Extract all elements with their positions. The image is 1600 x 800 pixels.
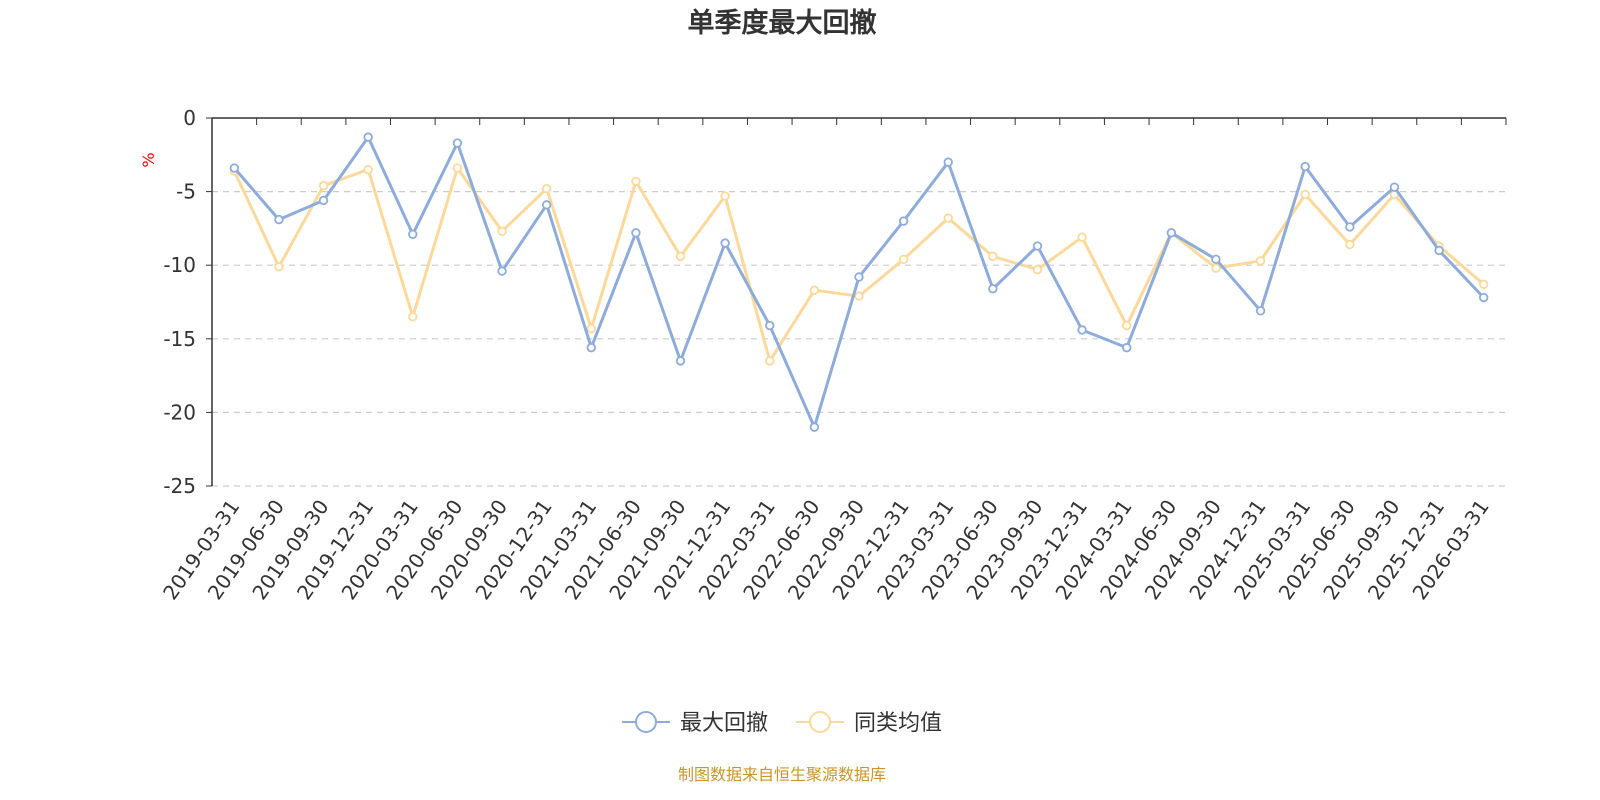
data-point (408, 229, 418, 239)
legend: 最大回撤 同类均值 (622, 711, 942, 736)
y-axis-unit: % (139, 152, 158, 167)
data-point (1255, 306, 1266, 316)
grid-lines (212, 191, 1506, 487)
y-tick-labels: 0 -5 -10 -15 -20 -25 (163, 106, 196, 498)
chart-title: 单季度最大回撤 (688, 7, 877, 39)
data-point (1345, 239, 1355, 250)
data-point (274, 261, 284, 272)
data-point (497, 226, 507, 237)
data-point (1032, 264, 1043, 275)
data-point (943, 157, 953, 167)
data-point (809, 422, 820, 432)
y-tick-label: -15 (163, 327, 196, 351)
series-lines (229, 132, 1489, 432)
data-point (720, 238, 730, 248)
data-point (1389, 182, 1400, 192)
data-point (586, 342, 596, 353)
data-point (318, 195, 329, 206)
data-point (943, 213, 953, 223)
data-point (497, 266, 507, 276)
data-point (1032, 241, 1043, 251)
data-point (765, 356, 775, 366)
data-point (854, 272, 864, 282)
data-point (1211, 254, 1221, 265)
data-point (1300, 161, 1310, 172)
data-point (408, 312, 418, 322)
x-tick-labels: 2019-03-312019-06-302019-09-302019-12-31… (158, 495, 1494, 604)
data-point (1255, 256, 1266, 266)
data-point (452, 163, 463, 173)
y-tick-label: 0 (183, 106, 196, 130)
data-point (318, 181, 329, 191)
data-point (675, 356, 686, 366)
data-point (1077, 325, 1087, 335)
data-point (363, 164, 373, 175)
data-point (898, 254, 909, 265)
series-2 (229, 163, 1489, 366)
series-1 (229, 132, 1489, 432)
data-point (675, 251, 686, 262)
legend-label: 同类均值 (854, 711, 942, 736)
legend-item-1: 最大回撤 (622, 711, 768, 736)
data-point (720, 191, 730, 201)
data-point (586, 323, 596, 334)
data-point (1211, 263, 1221, 273)
legend-marker (809, 711, 831, 733)
data-point (765, 320, 775, 331)
data-point (1478, 279, 1489, 290)
data-point (1166, 228, 1177, 238)
data-point (274, 214, 284, 225)
data-point (1478, 292, 1489, 303)
data-point (988, 284, 998, 294)
y-tick-label: -20 (163, 400, 196, 424)
y-tick-label: -25 (163, 474, 196, 498)
legend-marker (635, 711, 657, 733)
legend-item-2: 同类均值 (796, 711, 942, 736)
data-point (898, 216, 909, 226)
data-point (1077, 232, 1087, 242)
data-point (1122, 342, 1132, 353)
legend-label: 最大回撤 (680, 711, 768, 736)
data-point (363, 132, 373, 142)
data-point (229, 163, 240, 173)
data-point (1300, 189, 1310, 200)
data-point (1434, 245, 1444, 256)
data-point (452, 138, 463, 148)
data-point (988, 251, 998, 262)
axes (206, 117, 1507, 487)
data-point (1122, 320, 1132, 331)
y-tick-label: -5 (176, 180, 196, 204)
data-point (809, 285, 820, 295)
data-point (541, 200, 552, 210)
data-point (631, 176, 641, 186)
data-point (854, 291, 864, 301)
data-point (631, 228, 641, 238)
data-point (1345, 222, 1355, 232)
data-point (541, 183, 552, 194)
y-tick-label: -10 (163, 253, 196, 277)
data-source-note: 制图数据来自恒生聚源数据库 (678, 765, 886, 784)
